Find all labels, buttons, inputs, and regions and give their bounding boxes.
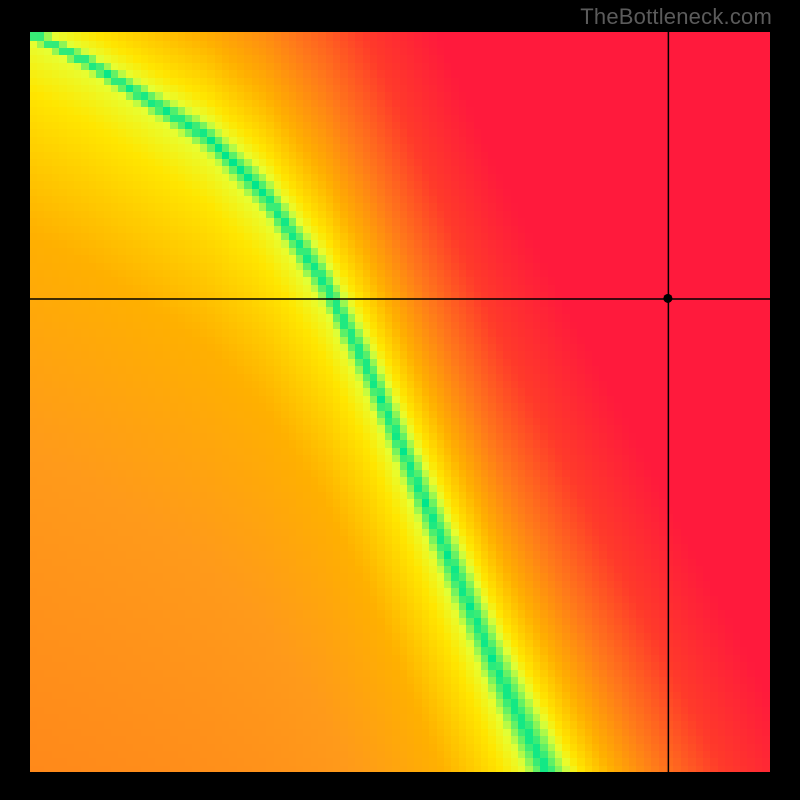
heatmap-chart: [30, 32, 770, 772]
attribution-text: TheBottleneck.com: [580, 4, 772, 30]
heatmap-canvas: [30, 32, 770, 772]
